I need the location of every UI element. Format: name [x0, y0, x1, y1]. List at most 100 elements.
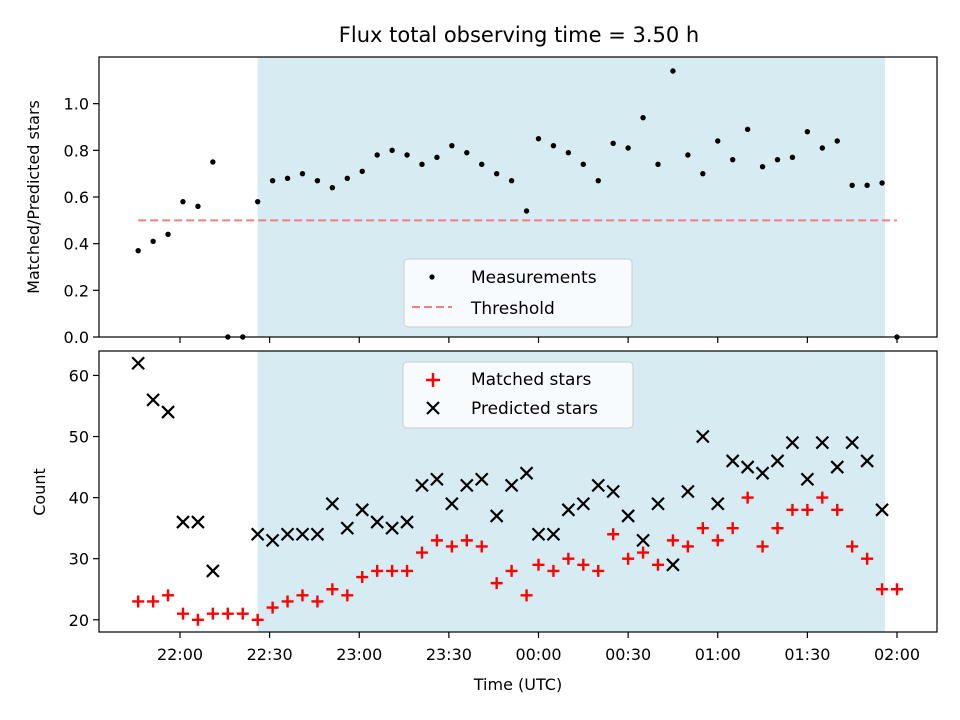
measurement-point: [508, 177, 515, 184]
measurement-point: [670, 68, 676, 74]
measurement-point: [269, 177, 276, 184]
top-y-ticks: 0.0 0.2 0.4 0.6 0.8 1.0: [64, 95, 99, 347]
bottom-axes-frame: [98, 350, 938, 633]
bottom-legend-box: [402, 361, 634, 429]
measurement-point: [715, 138, 721, 144]
predicted-star-point: [755, 466, 770, 480]
measurement-point: [299, 170, 306, 177]
predicted-star-point: [561, 503, 576, 517]
predicted-star-point: [519, 466, 534, 480]
bottom-y-ticks: 20 30 40 50 60: [69, 366, 99, 630]
measurement-point: [819, 145, 826, 151]
predicted-star-point: [815, 435, 830, 450]
measurement-point: [135, 247, 141, 254]
bottom-panel: 20 30 40 50 60 22:00 22:30 23:00 23:30 00:00 00:3…: [30, 350, 938, 694]
bottom-x-ticks: 22:00 22:30 23:00 23:30 00:00 00:30 01:00 01:30…: [157, 632, 920, 664]
predicted-star-point: [546, 527, 561, 542]
matched-star-point: [266, 601, 279, 614]
predicted-star-point: [710, 496, 725, 511]
measurement-point: [493, 170, 500, 177]
predicted-star-point: [385, 521, 399, 535]
predicted-star-point: [681, 484, 695, 499]
matched-star-point: [801, 503, 814, 516]
predicted-star-point: [504, 478, 519, 493]
matched-star-point: [162, 589, 175, 602]
measurement-point: [744, 126, 751, 133]
matched-star-point: [147, 595, 160, 608]
predicted-star-point: [740, 460, 755, 474]
predicted-star-point: [250, 527, 265, 542]
count-points: [131, 356, 903, 626]
matched-star-point: [520, 589, 533, 602]
measurement-point: [610, 140, 616, 147]
measurement-point: [535, 135, 542, 142]
chart-title: Flux total observing time = 3.50 h: [339, 23, 699, 47]
matched-star-point: [445, 540, 458, 553]
matched-star-point: [637, 546, 650, 559]
measurement-point: [565, 149, 572, 156]
predicted-star-point: [206, 564, 220, 578]
measurement-point: [804, 128, 811, 135]
legend-matched-label: Matched stars: [471, 370, 591, 390]
matched-star-point: [891, 583, 903, 596]
predicted-star-point: [770, 454, 785, 468]
y-tick-label: 1.0: [64, 95, 89, 114]
x-tick-label: 01:30: [784, 645, 830, 664]
matched-star-point: [816, 491, 829, 504]
y-tick-label: 0.2: [64, 281, 89, 300]
matched-star-point: [741, 491, 754, 504]
matched-star-point: [191, 613, 204, 626]
measurement-point: [685, 152, 691, 158]
matched-star-point: [861, 552, 874, 565]
measurement-point: [284, 175, 291, 182]
predicted-star-point: [830, 460, 845, 474]
measurement-point: [314, 177, 321, 184]
predicted-star-point: [785, 435, 800, 450]
measurement-point: [595, 177, 601, 184]
matched-star-point: [562, 552, 575, 565]
matched-star-point: [326, 583, 339, 596]
predicted-star-point: [489, 509, 504, 523]
y-tick-label: 20: [69, 611, 89, 630]
matched-star-point: [475, 540, 488, 553]
measurement-point: [254, 198, 261, 205]
x-tick-label: 23:30: [426, 645, 472, 664]
matched-star-point: [206, 607, 219, 620]
matched-star-point: [666, 534, 679, 547]
matched-star-point: [490, 577, 503, 590]
y-tick-label: 0.6: [64, 188, 89, 207]
x-tick-label: 23:00: [336, 645, 382, 664]
matched-star-point: [236, 607, 249, 620]
top-y-axis-label: Matched/Predicted stars: [24, 100, 43, 294]
matched-star-point: [356, 571, 369, 584]
measurement-point: [449, 142, 455, 149]
predicted-star-point: [355, 503, 370, 517]
matched-star-point: [577, 558, 590, 571]
measurement-point: [165, 231, 171, 238]
matched-star-point: [251, 613, 264, 626]
measurement-point: [464, 149, 470, 156]
y-tick-label: 0.8: [64, 141, 89, 160]
measurement-point: [329, 184, 336, 191]
predicted-star-point: [666, 558, 680, 572]
measurement-point: [344, 175, 350, 182]
matched-star-point: [311, 595, 324, 608]
y-tick-label: 50: [69, 428, 89, 447]
matched-star-point: [652, 558, 664, 571]
x-tick-label: 22:00: [157, 645, 203, 664]
matched-star-point: [592, 564, 605, 577]
measurement-point: [210, 159, 216, 165]
measurement-point: [879, 180, 885, 186]
matched-star-point: [622, 552, 635, 565]
x-axis-label: Time (UTC): [473, 675, 562, 694]
matched-star-point: [460, 534, 473, 547]
predicted-star-point: [636, 533, 650, 548]
matched-star-point: [607, 528, 620, 541]
matched-star-point: [221, 607, 234, 620]
measurement-point: [759, 163, 766, 170]
y-tick-label: 40: [69, 489, 89, 508]
x-tick-label: 02:00: [874, 645, 920, 664]
predicted-star-point: [576, 496, 591, 511]
predicted-star-point: [860, 454, 874, 468]
